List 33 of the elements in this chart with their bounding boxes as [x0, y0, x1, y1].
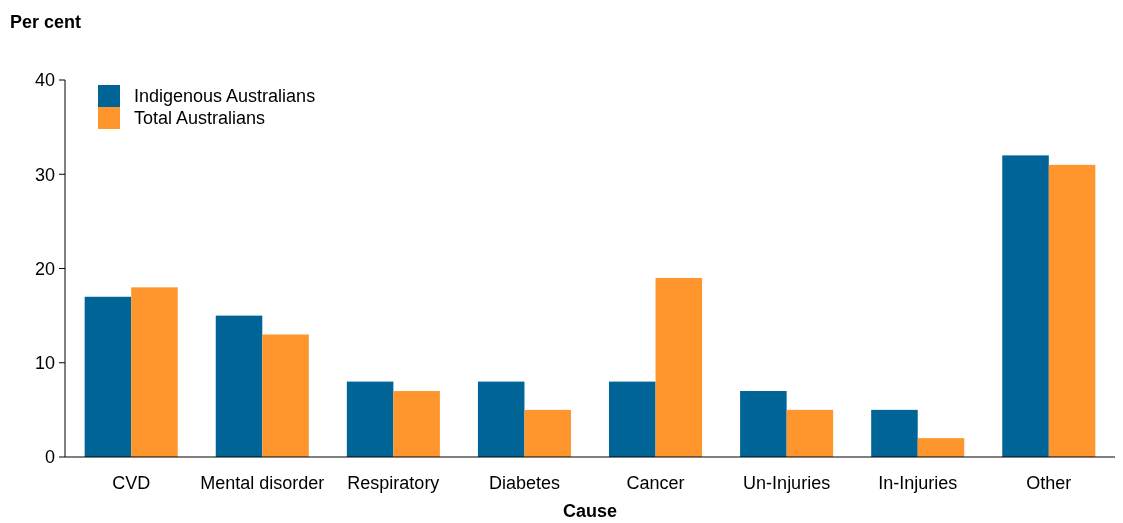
x-tick-label: Un-Injuries	[743, 473, 831, 493]
bar	[655, 277, 703, 457]
x-tick-label: In-Injuries	[878, 473, 958, 493]
x-tick-label: Respiratory	[347, 473, 440, 493]
y-tick-label: 30	[34, 164, 55, 185]
bar	[393, 391, 440, 457]
x-tick-label: Other	[1026, 473, 1072, 493]
bar	[1002, 155, 1049, 457]
bar	[917, 438, 965, 457]
bar	[477, 381, 525, 457]
y-tick-label: 20	[34, 258, 55, 279]
y-axis-title: Per cent	[10, 12, 82, 32]
bar	[84, 296, 132, 457]
bar	[740, 391, 787, 457]
bar	[786, 409, 834, 457]
x-tick-label: Mental disorder	[200, 473, 325, 493]
bar	[609, 381, 656, 457]
legend-label: Indigenous Australians	[134, 86, 316, 107]
y-tick-label: 10	[34, 353, 55, 374]
x-axis-title: Cause	[562, 501, 618, 521]
bar	[524, 409, 571, 457]
y-tick-label: 40	[34, 70, 55, 91]
bar	[215, 315, 263, 457]
bar	[1048, 164, 1096, 457]
x-tick-label: CVD	[112, 473, 151, 493]
bar	[131, 287, 178, 457]
legend-label: Total Australians	[134, 108, 266, 129]
bar	[262, 334, 309, 457]
y-tick-label: 0	[44, 447, 55, 468]
x-tick-label: Cancer	[626, 473, 685, 493]
x-tick-label: Diabetes	[488, 473, 560, 493]
bar	[871, 409, 918, 457]
bar	[346, 381, 394, 457]
